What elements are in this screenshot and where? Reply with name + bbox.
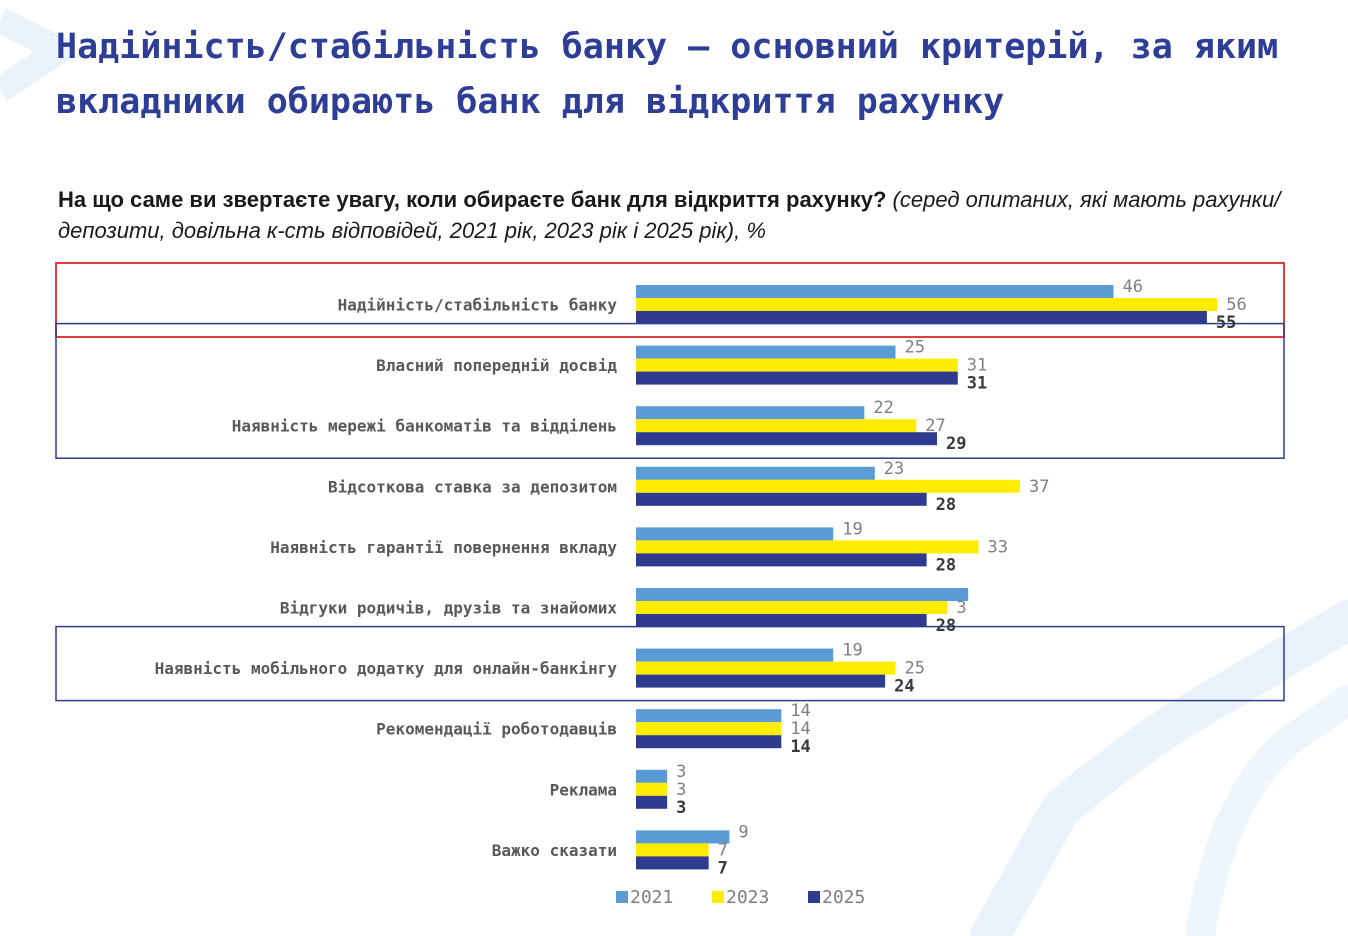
bar-2023: [636, 358, 958, 372]
data-label-2023: 56: [1226, 295, 1246, 315]
legend-label-2021: 2021: [630, 887, 673, 908]
data-label-2025: 28: [936, 495, 956, 515]
highlight-box-1: [55, 262, 1285, 338]
bar-2025: [636, 795, 668, 809]
bar-2021: [636, 285, 1114, 298]
bar-2025: [636, 674, 886, 688]
data-label-2021: 23: [884, 459, 904, 479]
data-label-2021: 25: [905, 338, 925, 358]
data-label-2021: 19: [842, 519, 862, 539]
bar-2021: [636, 769, 668, 783]
survey-question: На що саме ви звертаєте увагу, коли обир…: [58, 187, 887, 212]
category-label: Відгуки родичів, друзів та знайомих: [280, 599, 618, 618]
bar-2021: [636, 406, 865, 420]
data-label-2023: 14: [790, 719, 810, 739]
data-label-2023: 25: [905, 659, 925, 679]
data-label-2025: 3: [676, 798, 686, 818]
category-label: Власний попередній досвід: [376, 356, 617, 375]
data-label-2025: 24: [894, 677, 914, 697]
category-label: Надійність/стабільність банку: [338, 296, 618, 315]
data-label-2023: 31: [967, 356, 987, 376]
bar-2025: [636, 614, 927, 627]
bar-2021: [636, 648, 834, 662]
data-label-2021: 22: [873, 398, 893, 418]
chart-subtitle: На що саме ви звертаєте увагу, коли обир…: [58, 184, 1308, 246]
data-label-2023: 7: [718, 840, 728, 860]
bar-2023: [636, 540, 979, 554]
data-label-2025: 28: [936, 616, 956, 636]
bar-2025: [636, 432, 938, 446]
bar-2023: [636, 601, 948, 614]
data-label-2025: 55: [1216, 313, 1236, 333]
data-label-2025: 7: [718, 858, 728, 878]
bar-2023: [636, 419, 917, 433]
bar-2023: [636, 782, 668, 796]
legend-swatch-2021: [616, 891, 628, 903]
bar-2025: [636, 492, 927, 506]
bar-2025: [636, 371, 958, 385]
bar-2025: [636, 553, 927, 567]
bar-2023: [636, 298, 1218, 311]
legend-label-2023: 2023: [726, 887, 769, 908]
legend-swatch-2025: [808, 891, 820, 903]
category-label: Важко сказати: [492, 841, 617, 860]
bar-2023: [636, 722, 782, 736]
bar-2021: [636, 527, 834, 541]
data-label-2021: 46: [1122, 277, 1142, 297]
bar-2025: [636, 311, 1207, 324]
data-label-2025: 29: [946, 434, 966, 454]
category-label: Відсоткова ставка за депозитом: [328, 477, 617, 496]
bar-2023: [636, 479, 1021, 493]
data-label-2021: 3: [676, 762, 686, 782]
survey-note: (серед опитаних, які мають рахунки/депоз…: [58, 187, 1281, 243]
legend-swatch-2023: [712, 891, 724, 903]
data-label-2023: 27: [925, 416, 945, 436]
data-label-2025: 14: [790, 737, 810, 757]
bar-2023: [636, 843, 709, 857]
bar-2021: [636, 830, 730, 844]
bar-2021: [636, 709, 782, 723]
data-label-2021: 19: [842, 641, 862, 661]
data-label-2023: 3: [956, 598, 966, 618]
bar-2021: [636, 345, 896, 359]
data-label-2025: 28: [936, 555, 956, 575]
data-label-2025: 31: [967, 374, 987, 394]
category-label: Реклама: [550, 780, 617, 799]
legend-label-2025: 2025: [822, 887, 865, 908]
bar-2023: [636, 661, 896, 675]
category-label: Наявність мережі банкоматів та відділень: [232, 417, 617, 436]
category-label: Рекомендації роботодавців: [376, 720, 617, 739]
data-label-2023: 33: [988, 537, 1008, 557]
data-label-2023: 3: [676, 780, 686, 800]
page-title: Надійність/стабільність банку – основний…: [56, 27, 1279, 122]
category-label: Наявність мобільного додатку для онлайн-…: [155, 659, 618, 678]
bar-2025: [636, 856, 709, 870]
data-label-2021: 14: [790, 701, 810, 721]
data-label-2021: 9: [738, 822, 748, 842]
bar-2021: [636, 466, 875, 480]
bar-2021: [636, 588, 969, 601]
data-label-2023: 37: [1029, 477, 1049, 497]
category-label: Наявність гарантії повернення вкладу: [270, 538, 617, 557]
bar-2025: [636, 735, 782, 749]
